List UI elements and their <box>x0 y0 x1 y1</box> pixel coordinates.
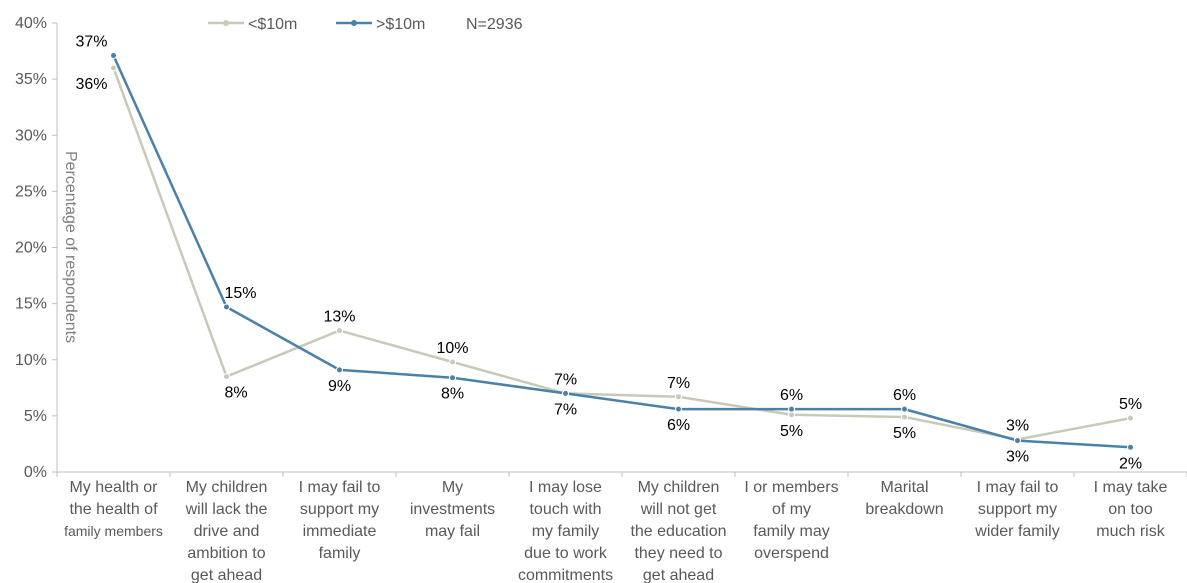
data-point-small <box>675 393 682 401</box>
data-label: 13% <box>323 309 355 326</box>
legend-label-large: >$10m <box>376 16 425 33</box>
data-point-small <box>110 64 117 72</box>
series-line-large <box>112 55 1131 449</box>
data-point-small <box>901 413 908 421</box>
legend: <$10m >$10m N=2936 <box>208 16 523 33</box>
x-category-label: I may fail to support my wider family <box>974 479 1059 540</box>
data-label: 8% <box>441 386 464 403</box>
series-lines <box>112 55 1131 449</box>
data-labels: 36% 37% 8% 15% 13% 9% 10% 8% 7% 7% 7% 6% 5% 6% 5% 6% 3% 3… <box>75 34 1142 473</box>
data-label: 6% <box>667 417 690 434</box>
data-point-small <box>223 373 230 381</box>
x-category-label: My children will not get the education they… <box>630 479 726 583</box>
data-label: 2% <box>1119 455 1142 472</box>
y-axis-ticks: 0% 5% 10% 15% 20% 25% 30% 35% 40% <box>15 15 57 481</box>
axes <box>56 23 1187 477</box>
data-point-large <box>1127 443 1134 451</box>
data-point-large <box>562 389 569 397</box>
data-label: 3% <box>1006 449 1029 466</box>
x-category-label: My health or the health of family members <box>64 479 163 539</box>
data-label: 37% <box>75 34 107 51</box>
data-point-large <box>449 374 456 382</box>
y-tick-label: 15% <box>15 296 47 313</box>
data-point-small <box>1127 414 1134 422</box>
data-label: 10% <box>436 340 468 357</box>
legend-item-small: <$10m <box>208 16 297 33</box>
series-line-small <box>112 67 1131 441</box>
data-label: 7% <box>554 401 577 418</box>
x-axis-categories: My health or the health of family members M… <box>64 479 1167 583</box>
series-points <box>110 52 1134 451</box>
x-category-label: I or members of my family may overspend <box>744 479 838 562</box>
y-tick-label: 20% <box>15 240 47 257</box>
data-point-large <box>788 405 795 413</box>
data-label: 7% <box>554 371 577 388</box>
y-tick-label: 30% <box>15 127 47 144</box>
data-label: 7% <box>667 375 690 392</box>
data-label: 6% <box>893 387 916 404</box>
legend-item-large: >$10m <box>336 16 425 33</box>
data-label: 5% <box>780 423 803 440</box>
data-label: 5% <box>893 425 916 442</box>
data-point-small <box>336 327 343 335</box>
x-category-label: I may fail to support my immediate family <box>299 479 381 562</box>
data-label: 6% <box>780 387 803 404</box>
sample-size-note: N=2936 <box>466 16 523 33</box>
data-label: 9% <box>328 378 351 395</box>
y-tick-label: 10% <box>15 352 47 369</box>
y-tick-label: 5% <box>24 408 47 425</box>
data-point-large <box>110 52 117 60</box>
y-tick-label: 25% <box>15 183 47 200</box>
x-category-label: My investments may fail <box>410 479 495 540</box>
data-point-large <box>336 366 343 374</box>
data-label: 15% <box>225 285 257 302</box>
x-category-label: My children will lack the drive and ambitio… <box>185 479 268 583</box>
data-point-large <box>901 405 908 413</box>
x-category-label: Marital breakdown <box>865 479 943 518</box>
legend-label-small: <$10m <box>248 16 297 33</box>
x-category-label: I may lose touch with my family due to work… <box>518 479 613 583</box>
data-label: 36% <box>75 76 107 93</box>
data-label: 8% <box>225 385 248 402</box>
y-tick-label: 35% <box>15 71 47 88</box>
data-point-small <box>788 411 795 419</box>
data-point-small <box>449 358 456 366</box>
data-point-large <box>675 405 682 413</box>
data-label: 3% <box>1006 417 1029 434</box>
data-point-large <box>1014 437 1021 445</box>
y-tick-label: 0% <box>24 464 47 481</box>
y-tick-label: 40% <box>15 15 47 32</box>
data-point-large <box>223 303 230 311</box>
data-label: 5% <box>1119 396 1142 413</box>
y-axis-title: Percentage of respondents <box>62 151 79 343</box>
x-category-label: I may take on too much risk <box>1094 479 1168 540</box>
